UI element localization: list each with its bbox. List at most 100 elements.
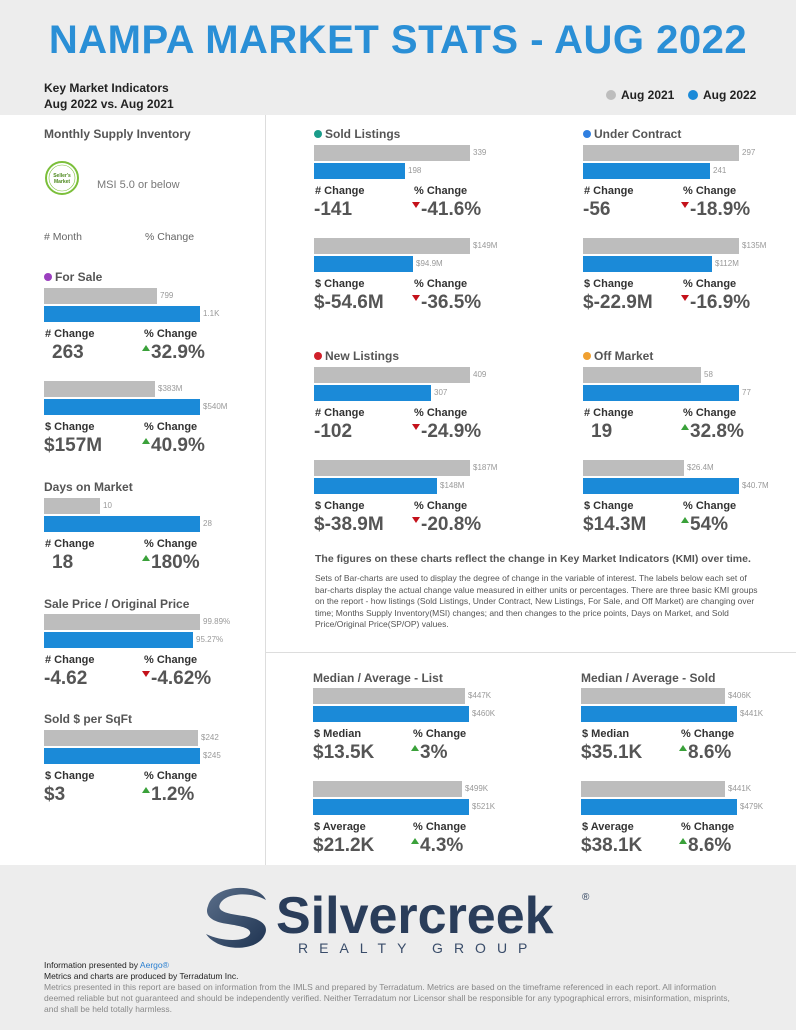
arrow-up-icon bbox=[679, 838, 687, 844]
sqft-section-title: Sold $ per SqFt bbox=[44, 712, 132, 726]
notes-heading: The figures on these charts reflect the … bbox=[315, 553, 751, 565]
arrow-down-icon bbox=[681, 202, 689, 208]
sold-volume-change-value: $-54.6M bbox=[314, 292, 384, 313]
kmi-subtitle-line1: Key Market Indicators bbox=[44, 81, 169, 95]
sold-price-median-curr-value: $441K bbox=[740, 709, 764, 718]
new-listings-volume-curr-value: $148M bbox=[440, 481, 465, 490]
badge-line1: Seller's bbox=[53, 173, 71, 179]
sale-price-pct-value: -4.62% bbox=[142, 668, 211, 690]
sold-price-average-prev-value: $441K bbox=[728, 784, 752, 793]
for-sale-count-change-label: # Change bbox=[45, 328, 95, 340]
sold-price-median-change-label: $ Median bbox=[582, 728, 630, 740]
legend-curr-label: Aug 2022 bbox=[703, 88, 757, 102]
under-contract-volume-prev-bar bbox=[583, 238, 739, 254]
section-dot-icon bbox=[583, 352, 591, 360]
days-on-market-pct-value: 180% bbox=[142, 552, 200, 574]
new-listings-volume-pct-value: -20.8% bbox=[412, 514, 481, 536]
under-contract-volume-pct-value: -16.9% bbox=[681, 292, 750, 314]
brand-tagline: REALTY GROUP bbox=[298, 940, 538, 956]
under-contract-count-prev-value: 297 bbox=[742, 148, 756, 157]
off-market-volume-prev-bar bbox=[583, 460, 684, 476]
list-median-change-value: $13.5K bbox=[313, 742, 375, 763]
list-average-prev-value: $499K bbox=[465, 784, 489, 793]
for-sale-volume-change-value: $157M bbox=[44, 435, 103, 456]
new-listings-count-pct-label: % Change bbox=[414, 407, 468, 419]
new-listings-volume-prev-value: $187M bbox=[473, 463, 498, 472]
brand-name: Silvercreek bbox=[276, 887, 554, 945]
sold-section-title: Median / Average - Sold bbox=[581, 671, 715, 685]
days-on-market-curr-bar bbox=[44, 516, 200, 532]
list-average-change-label: $ Average bbox=[314, 821, 366, 833]
for-section-title: For Sale bbox=[44, 270, 102, 284]
off-market-count-pct-value: 32.8% bbox=[681, 421, 744, 443]
sold-price-average-curr-bar bbox=[581, 799, 737, 815]
arrow-up-icon bbox=[411, 745, 419, 751]
arrow-up-icon bbox=[681, 424, 689, 430]
disclaimer: Metrics presented in this report are bas… bbox=[44, 982, 730, 1014]
msi-text: MSI 5.0 or below bbox=[97, 179, 180, 191]
for-sale-volume-pct-label: % Change bbox=[144, 421, 198, 433]
arrow-down-icon bbox=[681, 295, 689, 301]
sellers-market-badge: Seller's Market bbox=[44, 160, 80, 201]
sold-price-median-prev-value: $406K bbox=[728, 691, 752, 700]
sale-price-change-label: # Change bbox=[45, 654, 95, 666]
off-market-volume-curr-bar bbox=[583, 478, 739, 494]
sold-price-average-curr-value: $479K bbox=[740, 802, 764, 811]
arrow-up-icon bbox=[142, 555, 150, 561]
presented-by-line: Information presented by Aergo® bbox=[44, 960, 169, 970]
legend-prev-label: Aug 2021 bbox=[621, 88, 675, 102]
list-average-prev-bar bbox=[313, 781, 462, 797]
page-title: NAMPA MARKET STATS - AUG 2022 bbox=[48, 18, 748, 62]
section-dot-icon bbox=[314, 352, 322, 360]
for-sale-volume-pct-value: 40.9% bbox=[142, 435, 205, 457]
sold-price-average-pct-value: 8.6% bbox=[679, 835, 731, 857]
sold-volume-change-label: $ Change bbox=[315, 278, 365, 290]
msi-title: Monthly Supply Inventory bbox=[44, 127, 191, 141]
list-median-curr-bar bbox=[313, 706, 469, 722]
new-listings-count-prev-value: 409 bbox=[473, 370, 487, 379]
new-listings-volume-curr-bar bbox=[314, 478, 437, 494]
produced-line: Metrics and charts are produced by Terra… bbox=[44, 971, 239, 981]
sold-count-pct-value: -41.6% bbox=[412, 199, 481, 221]
sale-price-prev-bar bbox=[44, 614, 200, 630]
list-average-pct-value: 4.3% bbox=[411, 835, 463, 857]
under-contract-volume-curr-value: $112M bbox=[715, 259, 739, 268]
off-market-volume-pct-value: 54% bbox=[681, 514, 728, 536]
sold-count-change-label: # Change bbox=[315, 185, 365, 197]
sold-count-curr-bar bbox=[314, 163, 405, 179]
arrow-down-icon bbox=[142, 671, 150, 677]
for-sale-count-prev-value: 799 bbox=[160, 291, 174, 300]
arrow-up-icon bbox=[411, 838, 419, 844]
list-average-change-value: $21.2K bbox=[313, 835, 375, 856]
off-market-count-prev-bar bbox=[583, 367, 701, 383]
under-contract-count-curr-bar bbox=[583, 163, 710, 179]
under-contract-count-change-label: # Change bbox=[584, 185, 634, 197]
sold-price-average-prev-bar bbox=[581, 781, 725, 797]
section-title-text: New Listings bbox=[325, 349, 400, 363]
legend-curr-swatch bbox=[688, 90, 698, 100]
new-section-title: New Listings bbox=[314, 349, 399, 363]
legend-prev: Aug 2021 bbox=[606, 88, 674, 102]
sold-volume-prev-value: $149M bbox=[473, 241, 498, 250]
sale-price-curr-value: 95.27% bbox=[196, 635, 224, 644]
badge-line2: Market bbox=[54, 179, 70, 185]
new-listings-count-change-label: # Change bbox=[315, 407, 365, 419]
new-listings-count-curr-value: 307 bbox=[434, 388, 448, 397]
sold-price-median-pct-label: % Change bbox=[681, 728, 735, 740]
under-contract-count-pct-value: -18.9% bbox=[681, 199, 750, 221]
under-contract-count-pct-label: % Change bbox=[683, 185, 737, 197]
sold-volume-curr-value: $94.9M bbox=[416, 259, 443, 268]
arrow-down-icon bbox=[412, 202, 420, 208]
section-title-text: Days on Market bbox=[44, 480, 133, 494]
horizontal-divider bbox=[265, 652, 796, 653]
section-title-text: Under Contract bbox=[594, 127, 682, 141]
sold-volume-pct-label: % Change bbox=[414, 278, 468, 290]
new-listings-count-prev-bar bbox=[314, 367, 470, 383]
sqft-pct-label: % Change bbox=[144, 770, 198, 782]
arrow-up-icon bbox=[679, 745, 687, 751]
new-listings-volume-change-label: $ Change bbox=[315, 500, 365, 512]
for-sale-volume-prev-value: $383M bbox=[158, 384, 183, 393]
off-market-volume-curr-value: $40.7M bbox=[742, 481, 769, 490]
sold-section-title: Sold Listings bbox=[314, 127, 400, 141]
aergo-link[interactable]: Aergo® bbox=[139, 960, 169, 970]
